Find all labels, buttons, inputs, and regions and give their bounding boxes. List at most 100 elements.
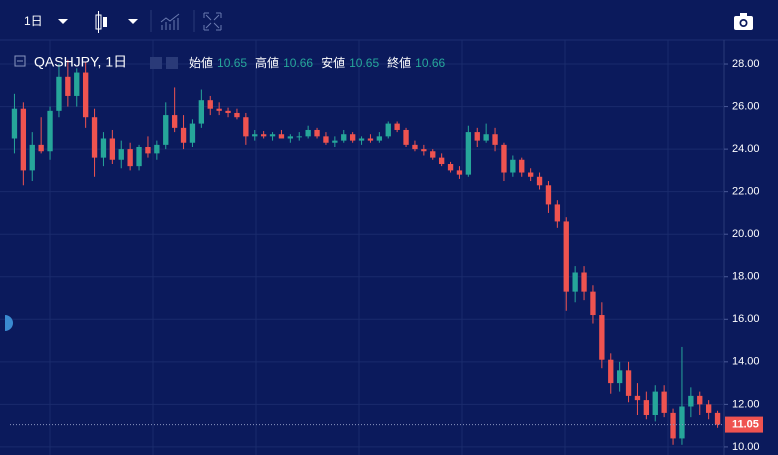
legend-value: 10.66: [283, 56, 313, 70]
last-price-label: 11.05: [732, 418, 759, 430]
candle-body: [412, 144, 418, 150]
candle-body: [688, 395, 694, 407]
candle-body: [287, 136, 294, 139]
settings-button[interactable]: [150, 57, 162, 69]
candle-body: [269, 134, 276, 137]
candle-body: [625, 370, 632, 396]
candle-body: [278, 134, 285, 139]
candle-body: [127, 149, 133, 167]
candle-body: [643, 400, 650, 416]
candle-body: [510, 159, 516, 173]
candle-body: [91, 117, 98, 158]
candle-body: [145, 146, 151, 154]
candle-body: [554, 204, 561, 222]
candle-body: [447, 164, 454, 171]
candle-body: [47, 110, 53, 152]
candle-body: [243, 117, 249, 137]
candle-body: [705, 404, 712, 413]
candle-body: [323, 136, 329, 143]
candle-body: [163, 115, 169, 145]
dropdown-icon[interactable]: [58, 19, 68, 24]
interval-button[interactable]: 1日: [24, 14, 43, 28]
chart-title: QASHJPY, 1日: [34, 54, 127, 70]
candle-body: [474, 132, 480, 141]
candle-body: [118, 149, 124, 160]
y-tick-label: 12.00: [732, 398, 760, 410]
legend-label: 始値: [189, 55, 213, 70]
candle-body: [29, 144, 35, 171]
candle-body: [358, 138, 365, 141]
toolbar: 1日: [0, 10, 778, 41]
candle-body: [527, 172, 534, 177]
candle-body: [180, 127, 187, 143]
candle-body: [225, 110, 231, 113]
screenshot-button[interactable]: [734, 13, 753, 30]
candle-body: [314, 129, 320, 137]
candle-body: [207, 100, 213, 109]
candle-body: [100, 138, 107, 158]
candle-body: [670, 412, 676, 439]
candle-body: [581, 272, 587, 292]
y-tick-label: 20.00: [732, 228, 760, 240]
candle-body: [492, 134, 498, 145]
indicator-button[interactable]: [160, 13, 180, 30]
candle-body: [536, 176, 543, 186]
candle-body: [572, 272, 578, 292]
legend-value: 10.65: [349, 56, 379, 70]
candle-body: [501, 144, 507, 173]
candle-body: [430, 151, 436, 158]
candle-body: [332, 140, 338, 143]
legend-value: 10.66: [415, 56, 445, 70]
candle-body: [305, 129, 311, 137]
candle-body: [456, 170, 463, 175]
candle-body: [465, 132, 472, 175]
candle-body: [56, 76, 62, 111]
candle-body: [403, 129, 409, 145]
y-tick-label: 16.00: [732, 313, 760, 325]
candle-body: [11, 108, 18, 139]
candle-body: [260, 134, 267, 137]
fullscreen-button[interactable]: [203, 12, 222, 31]
scroll-handle[interactable]: [5, 315, 13, 331]
candle-body: [385, 123, 391, 137]
legend-label: 終値: [387, 55, 411, 70]
candle-body: [198, 100, 205, 124]
candle-body: [652, 391, 658, 416]
candle-body: [154, 144, 160, 154]
candle-body: [171, 115, 178, 128]
legend-value: 10.65: [217, 56, 247, 70]
legend: QASHJPY, 1日: [14, 54, 178, 70]
candle-body: [109, 138, 116, 160]
y-tick-label: 14.00: [732, 356, 760, 368]
y-tick-label: 18.00: [732, 271, 760, 283]
last-price-box: [725, 416, 763, 433]
candle-body: [136, 146, 142, 167]
candle-body: [634, 395, 641, 401]
candle-body: [679, 406, 685, 439]
candle-body: [82, 72, 89, 118]
candle-body: [38, 144, 44, 152]
candle-body: [697, 395, 703, 405]
candle-body: [216, 108, 222, 111]
candle-body: [483, 134, 489, 141]
settings-button[interactable]: [166, 57, 178, 69]
y-tick-label: 26.00: [732, 100, 760, 112]
legend-label: 高値: [255, 55, 279, 70]
candle-body: [74, 72, 80, 96]
candle-body: [616, 370, 623, 384]
candle-type-button[interactable]: [95, 11, 107, 33]
candle-body: [563, 221, 569, 292]
candle-body: [376, 136, 383, 141]
candle-body: [714, 412, 721, 425]
collapse-button[interactable]: [14, 55, 26, 67]
candle-body: [661, 391, 667, 413]
legend-label: 安値: [321, 55, 345, 70]
candle-body: [367, 138, 374, 141]
dropdown-icon[interactable]: [128, 19, 138, 24]
candle-body: [421, 149, 427, 152]
candle-body: [599, 315, 605, 360]
candle-body: [296, 136, 302, 138]
